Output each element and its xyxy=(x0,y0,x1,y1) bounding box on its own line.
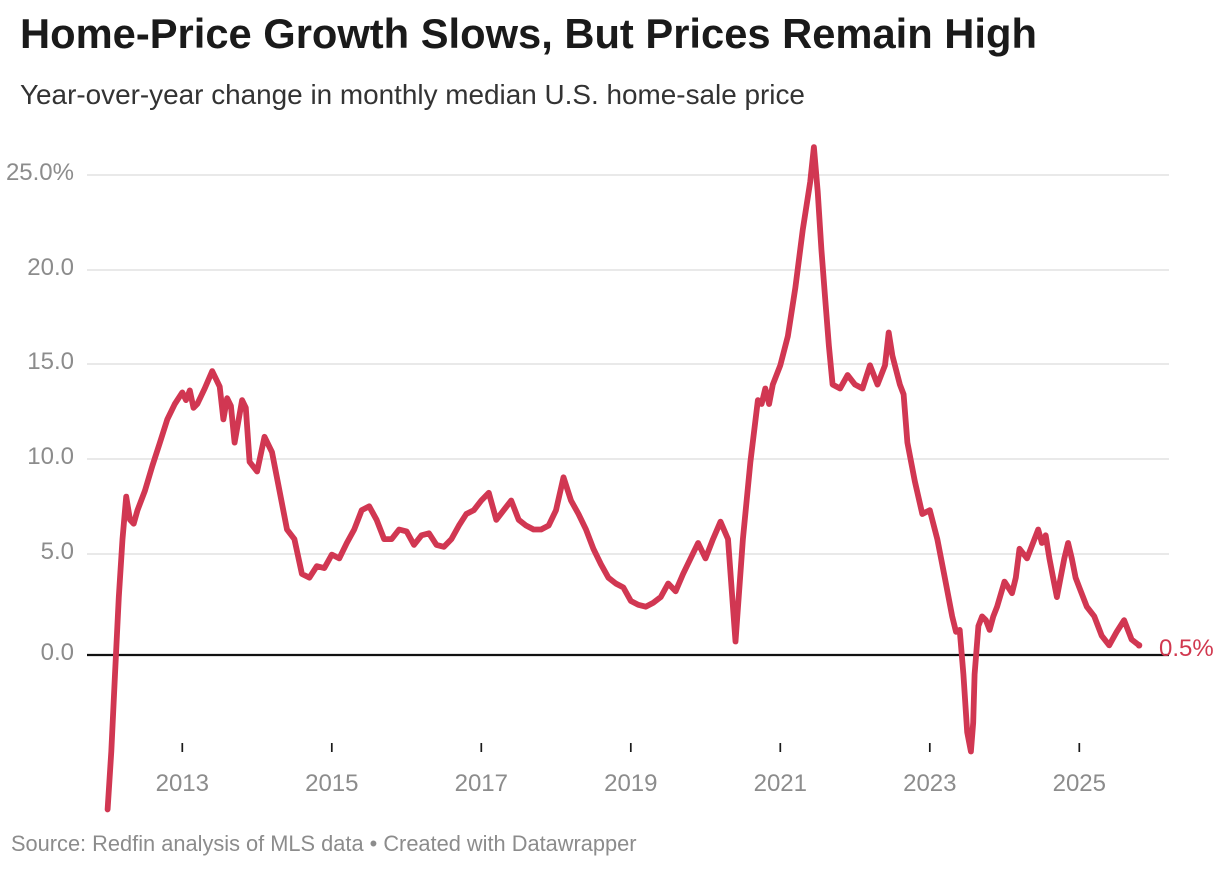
svg-text:2017: 2017 xyxy=(455,770,508,797)
svg-text:15.0: 15.0 xyxy=(27,348,74,375)
svg-text:2021: 2021 xyxy=(754,770,807,797)
svg-text:10.0: 10.0 xyxy=(27,443,74,470)
svg-text:0.0: 0.0 xyxy=(41,639,74,666)
svg-text:2013: 2013 xyxy=(156,770,209,797)
svg-text:0.5%: 0.5% xyxy=(1159,635,1214,662)
svg-text:25.0%: 25.0% xyxy=(6,159,74,186)
svg-text:2019: 2019 xyxy=(604,770,657,797)
svg-text:20.0: 20.0 xyxy=(27,254,74,281)
svg-text:2023: 2023 xyxy=(903,770,956,797)
svg-text:5.0: 5.0 xyxy=(41,538,74,565)
svg-text:2025: 2025 xyxy=(1053,770,1106,797)
svg-text:2015: 2015 xyxy=(305,770,358,797)
